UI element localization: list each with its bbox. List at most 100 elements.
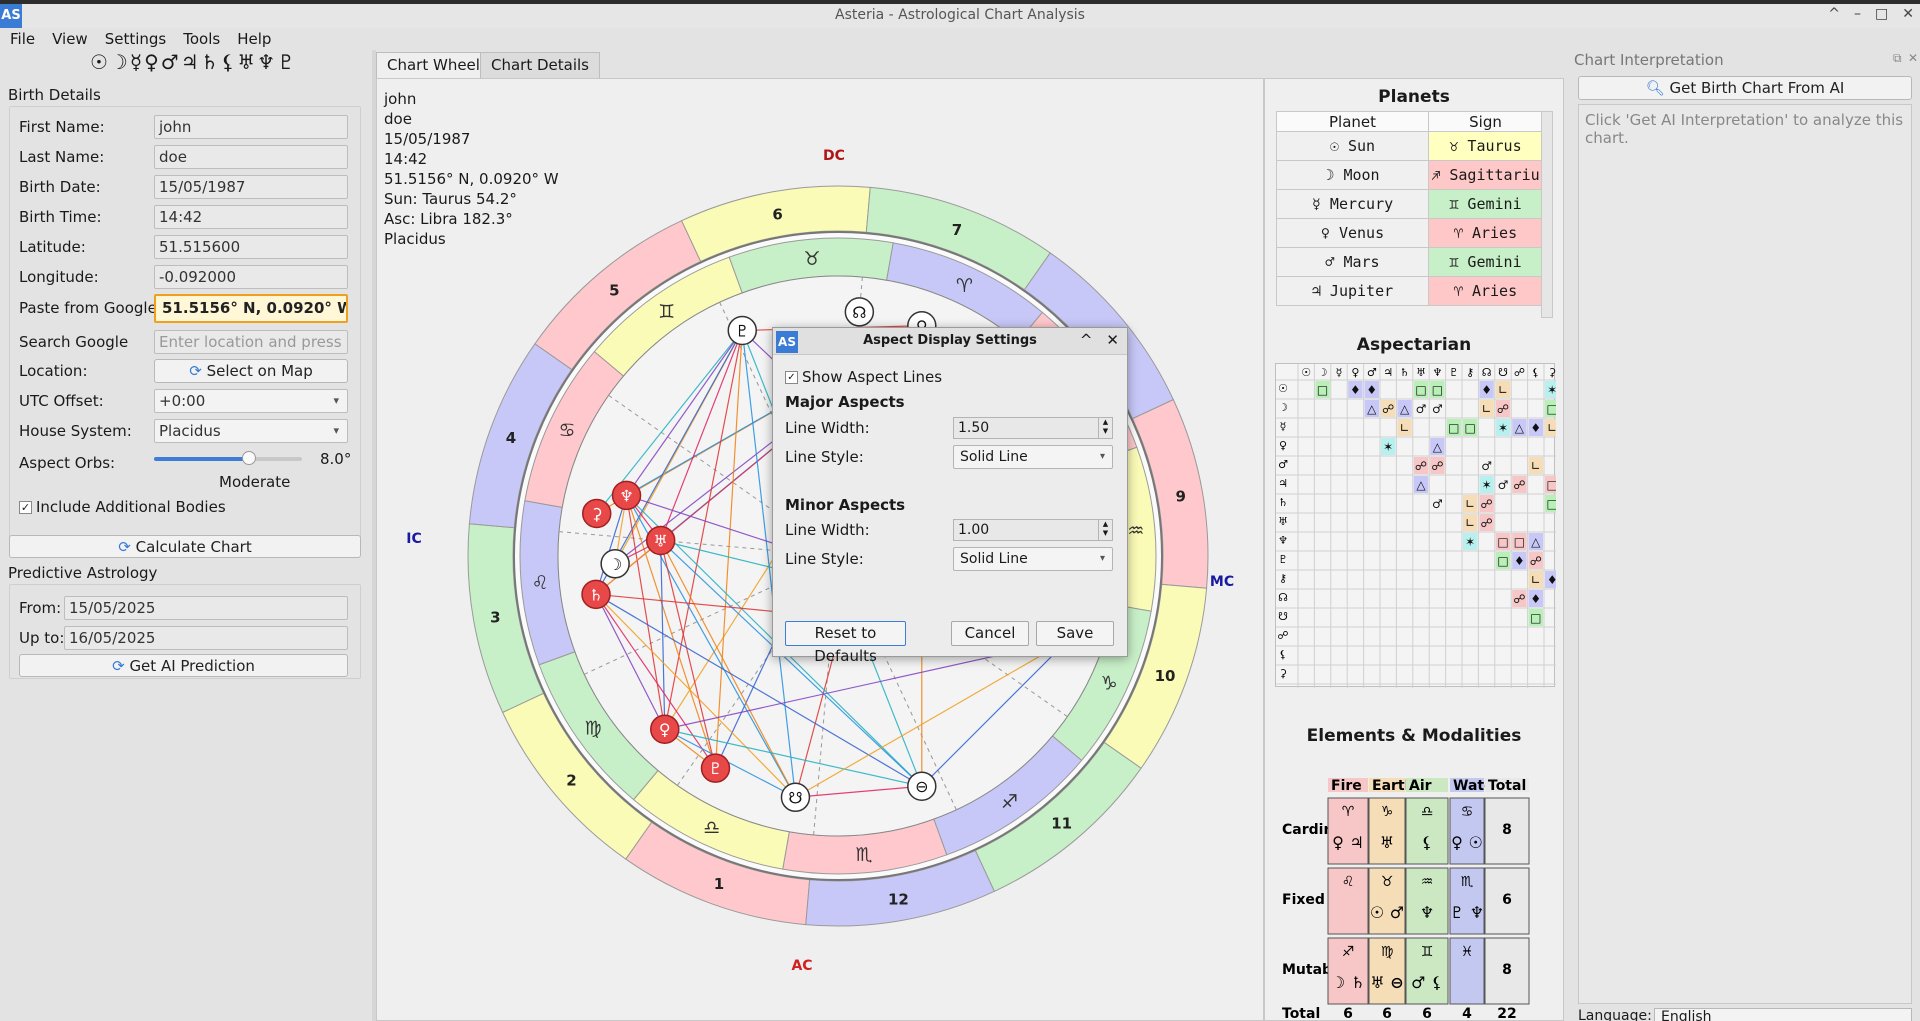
element-total: 6 <box>1382 1006 1392 1021</box>
get-birth-chart-ai-button[interactable]: 🔍︎ Get Birth Chart From AI <box>1578 76 1912 100</box>
aspect-symbol: ♦ <box>1350 383 1361 397</box>
collapse-icon[interactable]: ^ <box>1079 331 1093 349</box>
element-cell <box>1405 937 1449 1005</box>
aspect-line <box>595 593 796 798</box>
house-number: 2 <box>566 772 576 790</box>
house-number: 5 <box>609 281 619 299</box>
last-name-field[interactable]: doe <box>154 145 348 169</box>
aspect-cell <box>1495 400 1511 417</box>
from-date-field[interactable]: 15/05/2025 <box>64 596 348 620</box>
close-icon[interactable]: ✕ <box>1106 331 1119 349</box>
spin-arrows-icon[interactable]: ▲ ▼ <box>1098 520 1112 540</box>
planet-row[interactable]: ☿ Mercury ♊ Gemini <box>1276 189 1543 219</box>
close-icon[interactable]: ✕ <box>1902 6 1914 22</box>
panel-float-icon[interactable]: ⧉ <box>1893 51 1902 65</box>
first-name-field[interactable]: john <box>154 115 348 139</box>
latitude-label: Latitude: <box>19 238 86 256</box>
get-ai-prediction-button[interactable]: ⟳ Get AI Prediction <box>19 654 348 677</box>
element-total: 22 <box>1497 1006 1516 1021</box>
planet-column-header[interactable]: Planet <box>1276 111 1429 132</box>
planet-marker-glyph: ♇ <box>708 759 722 778</box>
show-aspect-lines-label: Show Aspect Lines <box>802 368 943 386</box>
search-google-input[interactable]: Enter location and press ... <box>154 330 348 354</box>
planet-row[interactable]: ☽ Moon ♐ Sagittariu <box>1276 160 1543 190</box>
angle-dc: DC <box>823 148 845 164</box>
element-header: Total <box>1488 778 1526 794</box>
planet-row[interactable]: ♃ Jupiter ♈ Aries <box>1276 276 1543 306</box>
planet-row[interactable]: ♂ Mars ♊ Gemini <box>1276 247 1543 277</box>
aspect-line <box>595 593 923 787</box>
planet-name-cell: ☽ Moon <box>1276 160 1429 190</box>
planet-name-cell: ♂ Mars <box>1276 247 1429 277</box>
include-bodies-checkbox[interactable]: ✓ <box>19 501 32 514</box>
calculate-chart-label: Calculate Chart <box>135 538 252 556</box>
tab-chart-wheel[interactable]: Chart Wheel <box>376 52 491 78</box>
aspect-symbol: ♂ <box>1432 497 1443 511</box>
save-button[interactable]: Save <box>1036 621 1114 646</box>
aspect-orbs-slider[interactable] <box>154 451 302 465</box>
include-bodies-label: Include Additional Bodies <box>36 498 226 516</box>
planet-glyph: ☉ ♂ <box>1370 903 1404 922</box>
aspect-line <box>664 728 922 787</box>
birth-time-field[interactable]: 14:42 <box>154 205 348 229</box>
get-birth-chart-ai-label: Get Birth Chart From AI <box>1669 79 1845 97</box>
planet-glyph-toolbar[interactable]: ☉☽☿♀♂♃♄⚸♅♆♇ <box>90 50 298 74</box>
collapse-icon[interactable]: ^ <box>1828 6 1841 22</box>
dialog-titlebar[interactable]: AS Aspect Display Settings ^ ✕ <box>773 328 1127 355</box>
longitude-field[interactable]: -0.092000 <box>154 265 348 289</box>
maximize-icon[interactable]: □ <box>1875 6 1889 22</box>
aspect-orbs-handle[interactable] <box>241 451 256 465</box>
show-aspect-lines-checkbox[interactable]: ✓ <box>785 371 798 384</box>
birth-date-field[interactable]: 15/05/1987 <box>154 175 348 199</box>
menu-tools[interactable]: Tools <box>183 30 221 48</box>
reset-to-defaults-button[interactable]: Reset to Defaults <box>785 621 906 665</box>
utc-offset-select[interactable]: +0:00 <box>154 389 348 413</box>
last-name-label: Last Name: <box>19 148 105 166</box>
aspect-cell <box>1545 495 1560 512</box>
tab-chart-details[interactable]: Chart Details <box>480 52 600 78</box>
panel-close-icon[interactable]: ✕ <box>1908 51 1919 65</box>
menu-help[interactable]: Help <box>237 30 272 48</box>
planets-scrollbar[interactable] <box>1541 111 1553 318</box>
major-line-width-spinbox[interactable]: 1.50 ▲ ▼ <box>953 417 1113 439</box>
minor-line-style-select[interactable]: Solid Line <box>953 547 1113 571</box>
aspect-cell <box>1479 400 1494 417</box>
major-line-style-select[interactable]: Solid Line <box>953 445 1113 469</box>
planet-marker-glyph: ⚳ <box>591 504 603 523</box>
aspectarian-column-glyph: ⚸ <box>1532 366 1540 379</box>
minor-line-width-label: Line Width: <box>785 521 870 539</box>
house-number: 12 <box>888 891 909 909</box>
paste-google-label: Paste from Google: <box>19 299 162 317</box>
planet-row[interactable]: ♀ Venus ♈ Aries <box>1276 218 1543 248</box>
spin-arrows-icon[interactable]: ▲ ▼ <box>1098 418 1112 438</box>
left-splitter[interactable] <box>372 50 376 1021</box>
planet-row[interactable]: ☉ Sun ♉ Taurus <box>1276 131 1543 161</box>
minor-line-width-spinbox[interactable]: 1.00 ▲ ▼ <box>953 519 1113 541</box>
calculate-chart-button[interactable]: ⟳ Calculate Chart <box>9 535 361 558</box>
menu-view[interactable]: View <box>52 30 88 48</box>
menu-file[interactable]: File <box>10 30 36 48</box>
planet-marker-glyph: ☊ <box>852 303 866 322</box>
minimize-icon[interactable]: – <box>1854 6 1862 22</box>
aspectarian-grid[interactable]: ☉ ☉ ☽ ☽ ☿ ☿ ♀ ♀ ♂ ♂ ♃ ♃ ♄ ♄ ♅ ♅ ♆ ♆ ♇ ♇ ⚷ ⚷ ☊ ☊ ☋ ☋ ☍ ☍ ⚸ ⚸ ⚳ ⚳ □ ♦ ♦ □ □ ♦ ∟ ✶… <box>1275 363 1561 688</box>
cancel-button[interactable]: Cancel <box>951 621 1029 646</box>
aspect-symbol: ✶ <box>1465 535 1475 549</box>
house-number: 7 <box>952 221 962 239</box>
angle-ic: IC <box>406 531 421 547</box>
latitude-field[interactable]: 51.515600 <box>154 235 348 259</box>
aspect-symbol: ✶ <box>1498 421 1508 435</box>
to-date-field[interactable]: 16/05/2025 <box>64 626 348 650</box>
aspect-symbol: □ <box>1530 611 1541 625</box>
planet-sign-cell: ♈ Aries <box>1428 276 1543 306</box>
interpretation-text-area[interactable]: Click 'Get AI Interpretation' to analyze… <box>1578 104 1912 1004</box>
select-on-map-button[interactable]: ⟳ Select on Map <box>154 359 348 383</box>
paste-google-field[interactable]: 51.5156° N, 0.0920° W <box>154 294 348 323</box>
planet-glyph: ♆ <box>1420 903 1434 922</box>
house-system-select[interactable]: Placidus <box>154 419 348 443</box>
menu-settings[interactable]: Settings <box>104 30 167 48</box>
language-select[interactable]: English <box>1654 1008 1912 1021</box>
planet-marker <box>645 525 676 556</box>
sign-column-header[interactable]: Sign <box>1428 111 1543 132</box>
aspect-symbol: □ <box>1432 383 1443 397</box>
aspect-line <box>595 594 666 730</box>
